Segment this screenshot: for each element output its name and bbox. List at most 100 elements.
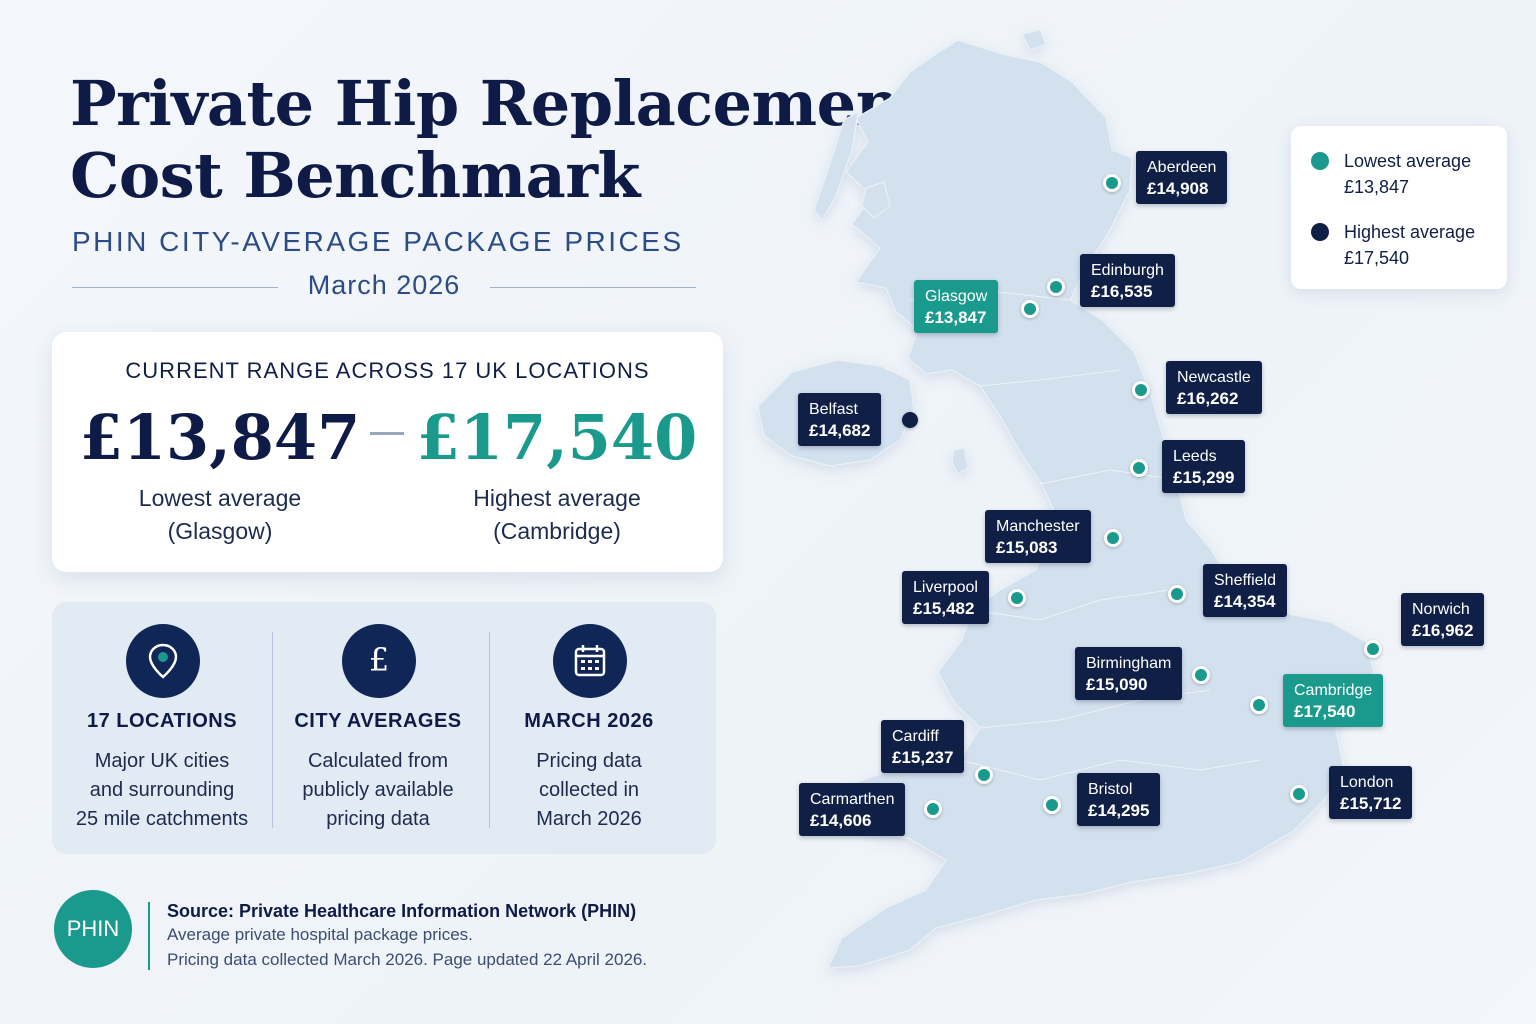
subtitle: PHIN CITY-AVERAGE PACKAGE PRICES — [72, 226, 684, 257]
source-description: Average private hospital package prices. — [167, 925, 473, 944]
range-card: CURRENT RANGE ACROSS 17 UK LOCATIONS £13… — [52, 332, 723, 572]
features-panel: 17 LOCATIONS Major UK cities and surroun… — [52, 602, 716, 854]
city-pin-aberdeen[interactable] — [1103, 174, 1121, 192]
feature-divider — [489, 632, 490, 828]
city-pin-cardiff[interactable] — [975, 766, 993, 784]
range-low-value: £13,847 — [79, 401, 361, 474]
city-price: £16,262 — [1177, 389, 1239, 408]
city-pin-norwich[interactable] — [1364, 640, 1382, 658]
city-price: £14,295 — [1088, 801, 1150, 820]
legend-lowest-value: £13,847 — [1344, 177, 1410, 197]
legend-highest-label: Highest average — [1344, 222, 1476, 242]
feature-title: MARCH 2026 — [524, 710, 654, 732]
range-low-caption: Lowest average (Glasgow) — [70, 482, 370, 548]
city-label-aberdeen[interactable]: Aberdeen £14,908 — [1136, 151, 1228, 204]
city-label-newcastle[interactable]: Newcastle £16,262 — [1166, 361, 1262, 414]
city-name: Cambridge — [1294, 682, 1373, 699]
source-block: Source: Private Healthcare Information N… — [167, 900, 647, 972]
city-label-manchester[interactable]: Manchester £15,083 — [985, 510, 1091, 563]
great-britain-landmass — [818, 39, 1375, 969]
source-accent-bar — [148, 902, 150, 970]
city-pin-edinburgh[interactable] — [1047, 278, 1065, 296]
feature-line: publicly available — [302, 779, 454, 801]
city-label-norwich[interactable]: Norwich £16,962 — [1401, 593, 1485, 646]
calendar-icon — [553, 624, 627, 698]
city-name: Edinburgh — [1091, 262, 1164, 279]
city-pin-manchester[interactable] — [1104, 529, 1122, 547]
city-name: Carmarthen — [810, 791, 895, 808]
city-name: Glasgow — [925, 288, 988, 305]
city-pin-belfast[interactable] — [902, 412, 918, 428]
city-pin-sheffield[interactable] — [1168, 585, 1186, 603]
city-name: Newcastle — [1177, 369, 1251, 386]
feature-line: 25 mile catchments — [75, 808, 249, 830]
city-name: Belfast — [809, 401, 858, 418]
city-label-belfast[interactable]: Belfast £14,682 — [798, 393, 882, 446]
region-border — [971, 589, 1171, 621]
feature-text: Major UK cities and surrounding 25 mile … — [52, 747, 272, 834]
feature-title: CITY AVERAGES — [294, 710, 462, 732]
city-label-leeds[interactable]: Leeds £15,299 — [1162, 440, 1246, 493]
city-price: £13,847 — [925, 308, 987, 327]
city-pin-carmarthen[interactable] — [924, 800, 942, 818]
city-label-birmingham[interactable]: Birmingham £15,090 — [1075, 647, 1183, 700]
city-pin-london[interactable] — [1290, 785, 1308, 803]
city-name: London — [1340, 774, 1394, 791]
outer-hebrides — [813, 110, 859, 222]
city-pin-glasgow[interactable] — [1021, 300, 1039, 318]
city-price: £14,908 — [1147, 179, 1209, 198]
city-pin-leeds[interactable] — [1130, 459, 1148, 477]
feature-line: and surrounding — [89, 779, 235, 801]
feature-locations: 17 LOCATIONS Major UK cities and surroun… — [52, 602, 272, 854]
skye — [861, 181, 891, 219]
city-price: £14,682 — [809, 421, 871, 440]
feature-line: Calculated from — [307, 750, 449, 772]
date-rule-right — [490, 287, 696, 288]
range-high-value: £17,540 — [416, 401, 698, 474]
city-pin-bristol[interactable] — [1043, 796, 1061, 814]
city-name: Liverpool — [913, 579, 978, 596]
range-heading: CURRENT RANGE ACROSS 17 UK LOCATIONS — [125, 358, 650, 383]
range-high-caption: Highest average (Cambridge) — [407, 482, 707, 548]
city-price: £15,299 — [1173, 468, 1235, 487]
feature-city-averages: £ CITY AVERAGES Calculated from publicly… — [268, 602, 488, 854]
city-label-london[interactable]: London £15,712 — [1329, 766, 1413, 819]
city-label-carmarthen[interactable]: Carmarthen £14,606 — [799, 783, 906, 836]
city-pin-birmingham[interactable] — [1192, 666, 1210, 684]
city-label-liverpool[interactable]: Liverpool £15,482 — [902, 571, 989, 624]
range-high-city: (Cambridge) — [493, 518, 621, 544]
page-title: Private Hip Replacement Cost Benchmark — [70, 68, 929, 212]
city-pin-liverpool[interactable] — [1008, 589, 1026, 607]
feature-text: Calculated from publicly available prici… — [268, 747, 488, 834]
city-label-sheffield[interactable]: Sheffield £14,354 — [1203, 564, 1287, 617]
city-label-glasgow[interactable]: Glasgow £13,847 — [914, 280, 999, 333]
city-price: £15,482 — [913, 599, 975, 618]
feature-line: collected in — [538, 779, 640, 801]
phin-logo: PHIN — [54, 890, 132, 968]
feature-title: 17 LOCATIONS — [86, 710, 238, 732]
feature-text: Pricing data collected in March 2026 — [479, 747, 699, 834]
city-pin-newcastle[interactable] — [1132, 381, 1150, 399]
date-row: March 2026 — [72, 270, 696, 306]
city-name: Manchester — [996, 518, 1080, 535]
city-name: Birmingham — [1086, 655, 1172, 672]
city-label-edinburgh[interactable]: Edinburgh £16,535 — [1080, 254, 1175, 307]
city-price: £17,540 — [1294, 702, 1356, 721]
source-dates: Pricing data collected March 2026. Page … — [167, 950, 648, 969]
city-label-bristol[interactable]: Bristol £14,295 — [1077, 773, 1161, 826]
date-text: March 2026 — [307, 270, 461, 300]
legend-lowest: Lowest average £13,847 — [1344, 148, 1471, 200]
range-high-label: Highest average — [473, 485, 641, 511]
city-label-cambridge[interactable]: Cambridge £17,540 — [1283, 674, 1384, 727]
city-name: Leeds — [1173, 448, 1217, 465]
city-label-cardiff[interactable]: Cardiff £15,237 — [881, 720, 965, 773]
city-price: £15,237 — [892, 748, 954, 767]
city-pin-cambridge[interactable] — [1250, 696, 1268, 714]
region-border — [959, 759, 1261, 781]
isle-of-man — [951, 447, 969, 475]
legend-highest-value: £17,540 — [1344, 248, 1410, 268]
region-border — [1039, 469, 1181, 485]
date-rule-left — [72, 287, 278, 288]
city-price: £16,535 — [1091, 282, 1153, 301]
range-dash — [370, 432, 404, 435]
